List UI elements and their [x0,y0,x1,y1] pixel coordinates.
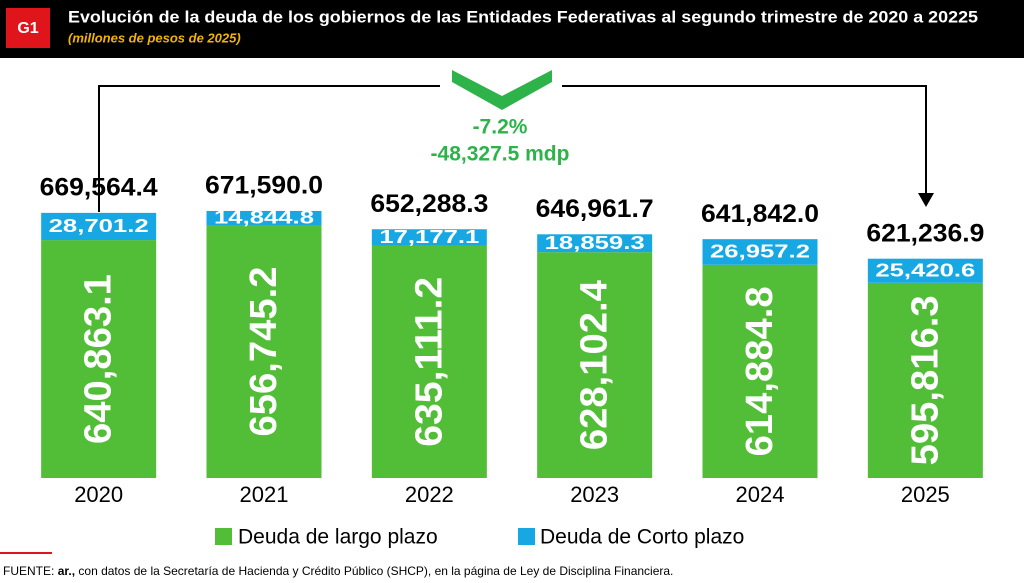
value-label: 614,884.8 [739,286,781,456]
bar-segment [702,239,818,265]
down-chevron [452,70,552,110]
value-label: 595,816.3 [904,295,946,465]
bar-segment [371,245,487,478]
value-label: 18,859.3 [545,233,645,253]
chart-subtitle: (millones de pesos de 2025) [68,30,241,45]
arrow-head [918,193,934,207]
value-label: 640,863.1 [78,274,120,444]
total-label: 641,842.0 [701,200,819,228]
source-text: con datos de la Secretaría de Hacienda y… [78,564,673,578]
header-bar [0,0,1024,58]
bar-segment [371,229,487,246]
source-prefix: FUENTE: [3,564,54,578]
source-author: ar., [58,564,75,578]
badge: G1 [17,20,38,37]
bar-segment [537,234,653,253]
legend-label: Deuda de largo plazo [238,526,438,549]
value-label: 628,102.4 [574,280,616,450]
bar-segment [206,210,322,226]
bar-segment [867,282,983,478]
x-tick-label: 2022 [405,482,454,507]
bar-segment [41,240,157,478]
legend-swatch [215,528,232,545]
value-label: 656,745.2 [243,267,285,437]
total-label: 652,288.3 [370,190,488,218]
total-label: 621,236.9 [866,219,984,247]
change-arrow [98,85,927,212]
legend-swatch [518,528,535,545]
bar-segment [702,264,818,478]
bar-segment [537,252,653,478]
value-label: 25,420.6 [875,261,975,281]
value-label: 14,844.8 [214,208,314,228]
total-label: 671,590.0 [205,172,323,200]
source: FUENTE: ar., con datos de la Secretaría … [3,564,673,578]
badge-box [6,8,50,48]
total-label: 646,961.7 [536,195,654,223]
x-tick-label: 2025 [901,482,950,507]
change-percent: -7.2% [473,116,528,139]
bar-segment [206,225,322,478]
value-label: 17,177.1 [379,227,479,247]
change-amount: -48,327.5 mdp [431,143,570,166]
value-label: 635,111.2 [408,277,450,447]
total-label: 669,564.4 [40,173,158,201]
value-label: 26,957.2 [710,242,810,262]
x-tick-label: 2021 [240,482,289,507]
bar-segment [41,212,157,241]
x-tick-label: 2023 [570,482,619,507]
chart-title: Evolución de la deuda de los gobiernos d… [68,8,978,26]
bar-segment [867,258,983,283]
x-tick-label: 2020 [74,482,123,507]
value-label: 28,701.2 [49,216,149,236]
legend-label: Deuda de Corto plazo [540,526,744,549]
x-tick-label: 2024 [736,482,785,507]
